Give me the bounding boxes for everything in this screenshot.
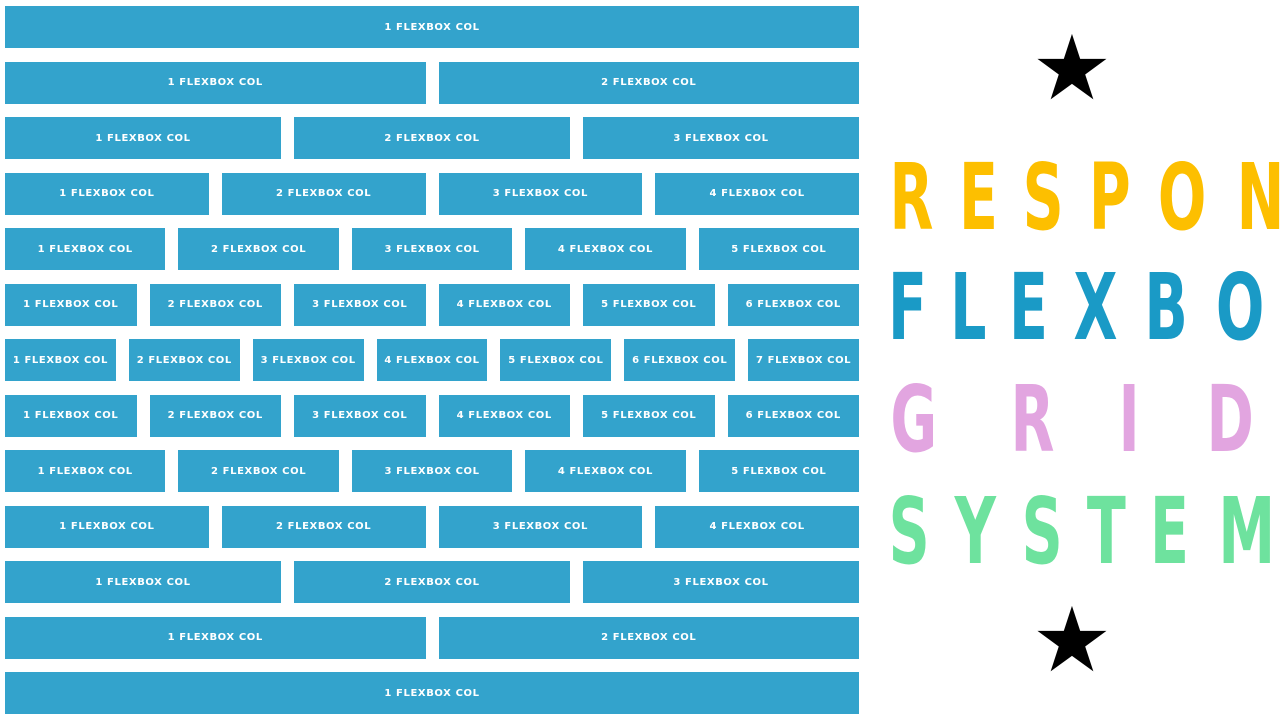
flexbox-col: 3 FLEXBOX COL — [583, 117, 859, 159]
flexbox-col: 4 FLEXBOX COL — [438, 394, 570, 437]
flexbox-col: 1 FLEXBOX COL — [5, 228, 166, 270]
title-letter: E — [1009, 254, 1049, 361]
flexbox-grid-demo: 1 FLEXBOX COL 1 FLEXBOX COL 2 FLEXBOX COL 1… — [5, 6, 860, 714]
title-letter: O — [1158, 144, 1207, 251]
title-letter: G — [890, 366, 938, 473]
title-letter: B — [1144, 254, 1189, 361]
grid-row: 1 FLEXBOX COL 2 FLEXBOX COL 3 FLEXBOX COL — [5, 561, 859, 603]
flexbox-col: 1 FLEXBOX COL — [5, 561, 281, 603]
title-line-responsive: RESPONSIVE — [876, 144, 1280, 251]
flexbox-col: 3 FLEXBOX COL — [438, 505, 643, 548]
title-letter: S — [888, 478, 930, 585]
grid-row: 1 FLEXBOX COL 2 FLEXBOX COL 3 FLEXBOX COL 4… — [5, 172, 859, 215]
title-letter: T — [1087, 478, 1126, 585]
flexbox-col: 5 FLEXBOX COL — [500, 339, 612, 381]
title-letter: F — [887, 254, 927, 361]
flexbox-col: 5 FLEXBOX COL — [583, 283, 715, 326]
flexbox-col: 2 FLEXBOX COL — [221, 505, 426, 548]
title-letter: E — [958, 144, 998, 251]
grid-row: 1 FLEXBOX COL 2 FLEXBOX COL — [5, 616, 859, 659]
flexbox-col: 1 FLEXBOX COL — [5, 394, 137, 437]
flexbox-col: 2 FLEXBOX COL — [149, 283, 281, 326]
flexbox-col: 4 FLEXBOX COL — [376, 339, 488, 381]
title-letter: R — [889, 144, 934, 251]
flexbox-col: 4 FLEXBOX COL — [438, 283, 570, 326]
flexbox-col: 3 FLEXBOX COL — [294, 283, 426, 326]
flexbox-col: 4 FLEXBOX COL — [525, 450, 686, 492]
flexbox-col: 2 FLEXBOX COL — [438, 616, 859, 659]
flexbox-col: 5 FLEXBOX COL — [698, 450, 860, 492]
flexbox-col: 1 FLEXBOX COL — [5, 616, 426, 659]
flexbox-col: 5 FLEXBOX COL — [698, 228, 860, 270]
flexbox-col: 1 FLEXBOX COL — [5, 6, 859, 48]
grid-row: 1 FLEXBOX COL 2 FLEXBOX COL 3 FLEXBOX COL 4… — [5, 283, 859, 326]
grid-row: 1 FLEXBOX COL 2 FLEXBOX COL 3 FLEXBOX COL 4… — [5, 394, 859, 437]
flexbox-col: 4 FLEXBOX COL — [525, 228, 686, 270]
title-letter: R — [1009, 366, 1054, 473]
title-letter: L — [949, 254, 987, 361]
grid-row: 1 FLEXBOX COL 2 FLEXBOX COL 3 FLEXBOX COL — [5, 117, 859, 159]
flexbox-col: 4 FLEXBOX COL — [655, 505, 859, 548]
flexbox-col: 1 FLEXBOX COL — [5, 283, 137, 326]
title-letter: N — [1236, 144, 1280, 251]
flexbox-col: 2 FLEXBOX COL — [294, 117, 570, 159]
title-letter: Y — [954, 478, 997, 585]
grid-row: 1 FLEXBOX COL 2 FLEXBOX COL 3 FLEXBOX COL 4… — [5, 228, 860, 270]
flexbox-col: 2 FLEXBOX COL — [221, 172, 426, 215]
flexbox-col: 3 FLEXBOX COL — [351, 228, 513, 270]
grid-row: 1 FLEXBOX COL 2 FLEXBOX COL 3 FLEXBOX COL 4… — [5, 339, 860, 381]
title-letter: D — [1206, 366, 1254, 473]
title-letter: I — [1118, 366, 1141, 473]
flexbox-col: 1 FLEXBOX COL — [5, 61, 426, 104]
flexbox-col: 3 FLEXBOX COL — [583, 561, 859, 603]
flexbox-col: 3 FLEXBOX COL — [438, 172, 643, 215]
flexbox-col: 1 FLEXBOX COL — [5, 505, 209, 548]
flexbox-col: 1 FLEXBOX COL — [5, 672, 859, 714]
star-icon: ★ — [1031, 588, 1113, 693]
flexbox-col: 1 FLEXBOX COL — [5, 450, 166, 492]
title-letter: O — [1216, 254, 1265, 361]
flexbox-col: 3 FLEXBOX COL — [252, 339, 364, 381]
flexbox-col: 4 FLEXBOX COL — [655, 172, 859, 215]
title-line-flexbox: FLEXBOX — [876, 258, 1268, 358]
flexbox-col: 6 FLEXBOX COL — [727, 283, 859, 326]
flexbox-col: 2 FLEXBOX COL — [294, 561, 570, 603]
flexbox-col: 7 FLEXBOX COL — [748, 339, 860, 381]
flexbox-col: 6 FLEXBOX COL — [624, 339, 736, 381]
star-icon: ★ — [1031, 16, 1113, 121]
flexbox-col: 3 FLEXBOX COL — [294, 394, 426, 437]
title-letter: S — [1021, 478, 1063, 585]
flexbox-col: 2 FLEXBOX COL — [128, 339, 240, 381]
flexbox-col: 1 FLEXBOX COL — [5, 117, 281, 159]
flexbox-col: 5 FLEXBOX COL — [583, 394, 715, 437]
flexbox-col: 1 FLEXBOX COL — [5, 339, 116, 381]
title-letter: S — [1022, 144, 1064, 251]
grid-row: 1 FLEXBOX COL 2 FLEXBOX COL 3 FLEXBOX COL 4… — [5, 450, 860, 492]
grid-row: 1 FLEXBOX COL 2 FLEXBOX COL — [5, 61, 859, 104]
grid-row: 1 FLEXBOX COL — [5, 672, 859, 714]
title-letter: E — [1149, 478, 1189, 585]
flexbox-col: 2 FLEXBOX COL — [149, 394, 281, 437]
grid-row: 1 FLEXBOX COL — [5, 6, 859, 48]
flexbox-col: 2 FLEXBOX COL — [178, 228, 339, 270]
title-letter: P — [1088, 144, 1131, 251]
flexbox-col: 3 FLEXBOX COL — [351, 450, 513, 492]
title-letter: X — [1073, 254, 1118, 361]
title-letter: M — [1218, 478, 1275, 585]
flexbox-col: 6 FLEXBOX COL — [727, 394, 859, 437]
flexbox-col: 1 FLEXBOX COL — [5, 172, 209, 215]
flexbox-col: 2 FLEXBOX COL — [438, 61, 859, 104]
grid-row: 1 FLEXBOX COL 2 FLEXBOX COL 3 FLEXBOX COL 4… — [5, 505, 859, 548]
flexbox-col: 2 FLEXBOX COL — [178, 450, 339, 492]
